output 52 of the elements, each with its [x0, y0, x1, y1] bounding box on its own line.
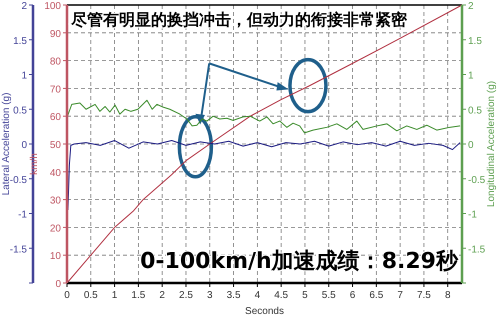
y-axis-title: km/h: [29, 153, 40, 175]
y-tick-label: 100: [44, 1, 62, 12]
y3-tick-label: 1.5: [13, 36, 28, 47]
x-tick-label: 0.5: [84, 290, 98, 301]
x-tick-label: 6: [350, 290, 356, 301]
y3-axis-title: Lateral Acceleration (g): [1, 92, 12, 196]
x-tick-label: 4.5: [274, 290, 289, 301]
y2-tick-label: -1: [468, 210, 478, 220]
x-tick-label: 1: [112, 290, 118, 301]
line-series: [66, 4, 462, 284]
y-tick-label: 20: [50, 223, 62, 234]
x-tick-label: 4: [254, 290, 261, 301]
y-tick-label: 30: [50, 196, 62, 207]
y-tick-label: 80: [50, 56, 62, 68]
x-tick-label: 2.5: [179, 290, 194, 301]
x-tick-label: 0: [64, 290, 70, 301]
y3-tick-label: 0: [21, 140, 28, 151]
x-tick-label: 7: [397, 290, 404, 301]
y2-tick-label: 1.5: [468, 36, 482, 47]
y-tick-label: 10: [50, 251, 62, 262]
y2-tick-label: -0.5: [468, 174, 486, 186]
y-tick-label: 50: [50, 140, 62, 151]
y-tick-label: 40: [50, 168, 62, 179]
y2-tick-label: 1: [468, 70, 474, 82]
y3-tick-label: 2: [21, 1, 28, 12]
x-tick-label: 3.5: [226, 290, 241, 301]
y-tick-label: 70: [50, 84, 62, 96]
x-tick-label: 3: [206, 290, 213, 301]
x-tick-label: 5.5: [322, 290, 336, 301]
x-axis-title: Seconds: [245, 306, 284, 317]
x-tick-label: 5: [302, 290, 308, 301]
x-tick-label: 8: [444, 290, 451, 301]
y3-tick-label: -0.5: [10, 174, 28, 186]
y-tick-label: 0: [55, 279, 62, 290]
line-series: [66, 100, 461, 134]
y3-tick-label: -1.5: [10, 244, 28, 256]
annotation: 0-100km/h加速成绩：8.29秒: [140, 249, 459, 274]
y3-tick-label: 0.5: [13, 105, 28, 116]
x-tick-label: 2: [159, 290, 166, 301]
y3-tick-label: 1: [21, 70, 28, 82]
x-tick-label: 1.5: [131, 290, 146, 301]
y2-tick-label: -1.5: [468, 244, 486, 256]
annotation: 尽管有明显的换挡冲击，但动力的衔接非常紧密: [70, 10, 408, 29]
y3-tick-label: -1: [18, 210, 28, 220]
y-tick-label: 90: [50, 28, 62, 40]
y-tick-label: 60: [50, 112, 62, 124]
y2-tick-label: 0.5: [468, 105, 482, 116]
x-tick-label: 6.5: [369, 290, 384, 301]
y2-tick-label: 2: [468, 1, 474, 12]
x-tick-label: 7.5: [416, 290, 432, 301]
y2-axis-title: Longitudinal Acceleration (g): [486, 80, 497, 208]
y2-tick-label: 0: [468, 140, 474, 151]
